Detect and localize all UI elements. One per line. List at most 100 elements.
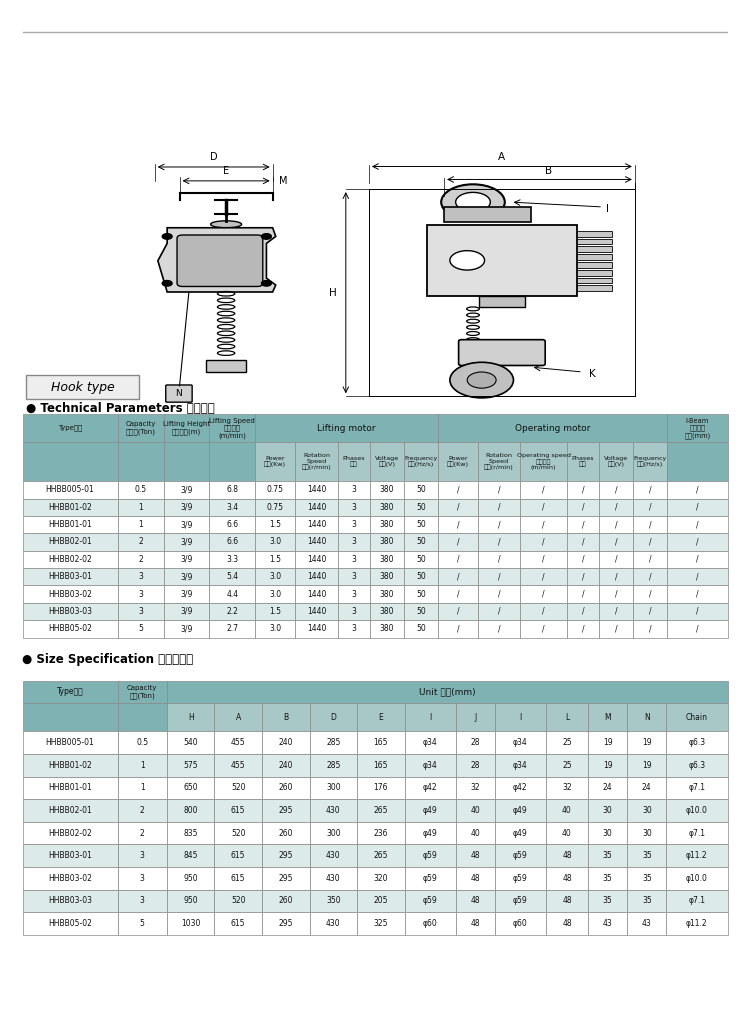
Text: Hook type: Hook type <box>50 380 114 394</box>
Bar <box>456 912 495 935</box>
Text: /: / <box>649 589 652 599</box>
Text: H: H <box>188 712 194 722</box>
Bar <box>167 822 214 845</box>
Bar <box>599 620 633 638</box>
Text: E: E <box>223 166 230 175</box>
Bar <box>118 867 167 890</box>
FancyBboxPatch shape <box>26 375 139 400</box>
Bar <box>633 603 668 620</box>
Text: φ42: φ42 <box>513 783 527 792</box>
Bar <box>438 442 478 481</box>
Bar <box>118 703 167 732</box>
Text: /: / <box>696 555 699 564</box>
Bar <box>255 516 296 533</box>
Bar <box>338 516 370 533</box>
Text: /: / <box>696 607 699 616</box>
Bar <box>22 550 118 568</box>
Circle shape <box>467 372 496 388</box>
Bar <box>118 890 167 912</box>
Text: φ10.0: φ10.0 <box>686 873 708 883</box>
Bar <box>167 912 214 935</box>
Text: HHBB02-02: HHBB02-02 <box>48 555 92 564</box>
Bar <box>214 703 262 732</box>
Bar <box>456 754 495 777</box>
Bar <box>310 754 357 777</box>
Bar <box>296 550 338 568</box>
Text: /: / <box>696 624 699 633</box>
Bar <box>164 516 209 533</box>
Bar <box>546 732 588 754</box>
Bar <box>22 867 118 890</box>
Bar <box>357 845 405 867</box>
Text: /: / <box>582 502 584 511</box>
Bar <box>22 603 118 620</box>
Bar <box>478 550 520 568</box>
Text: 1440: 1440 <box>307 537 326 546</box>
Bar <box>599 498 633 516</box>
Text: /: / <box>542 607 545 616</box>
Bar <box>118 414 164 442</box>
Text: /: / <box>615 572 617 581</box>
Bar <box>214 732 262 754</box>
Text: HHBB01-01: HHBB01-01 <box>48 783 92 792</box>
Bar <box>209 498 255 516</box>
Text: Type型号: Type型号 <box>57 688 83 696</box>
Bar <box>209 568 255 585</box>
Bar <box>214 845 262 867</box>
Text: 1440: 1440 <box>307 572 326 581</box>
Text: /: / <box>615 520 617 529</box>
Text: /: / <box>696 485 699 494</box>
Bar <box>22 703 118 732</box>
Text: E: E <box>379 712 383 722</box>
Text: HHBB01-02: HHBB01-02 <box>48 761 92 770</box>
Text: Unit 单位(mm): Unit 单位(mm) <box>419 688 476 696</box>
Text: φ11.2: φ11.2 <box>686 919 708 928</box>
Circle shape <box>162 281 172 286</box>
Text: 3: 3 <box>138 589 143 599</box>
Bar <box>214 867 262 890</box>
Text: HHBB01-01: HHBB01-01 <box>48 520 92 529</box>
Text: 43: 43 <box>603 919 613 928</box>
Text: 30: 30 <box>603 828 613 837</box>
Circle shape <box>450 251 484 270</box>
Text: /: / <box>649 485 652 494</box>
Text: 380: 380 <box>380 537 394 546</box>
Bar <box>296 585 338 603</box>
Bar <box>262 703 310 732</box>
Text: ● Size Specification 尺寸规格表: ● Size Specification 尺寸规格表 <box>22 653 194 666</box>
Text: 430: 430 <box>326 806 340 815</box>
Text: 3: 3 <box>140 851 145 860</box>
Bar <box>520 481 567 498</box>
Text: /: / <box>498 555 500 564</box>
Bar <box>633 550 668 568</box>
Bar <box>546 777 588 800</box>
Bar <box>370 442 404 481</box>
Bar <box>255 550 296 568</box>
Bar <box>118 845 167 867</box>
Bar <box>310 890 357 912</box>
Text: /: / <box>542 537 545 546</box>
Text: Power
功率(Kw): Power 功率(Kw) <box>447 456 469 467</box>
Bar <box>357 867 405 890</box>
Bar <box>255 498 296 516</box>
Text: 30: 30 <box>642 806 652 815</box>
Bar <box>370 620 404 638</box>
Text: /: / <box>582 607 584 616</box>
Bar <box>567 603 599 620</box>
Text: 48: 48 <box>562 919 572 928</box>
Bar <box>22 568 118 585</box>
Bar <box>627 732 666 754</box>
Text: 6.6: 6.6 <box>226 520 238 529</box>
Bar <box>599 603 633 620</box>
Bar <box>338 481 370 498</box>
Bar <box>405 867 456 890</box>
Bar <box>666 845 728 867</box>
Bar <box>546 703 588 732</box>
Text: 19: 19 <box>642 761 652 770</box>
Bar <box>599 481 633 498</box>
Bar <box>357 777 405 800</box>
Text: 380: 380 <box>380 485 394 494</box>
Text: 3: 3 <box>351 485 356 494</box>
Bar <box>546 912 588 935</box>
Bar <box>666 800 728 822</box>
